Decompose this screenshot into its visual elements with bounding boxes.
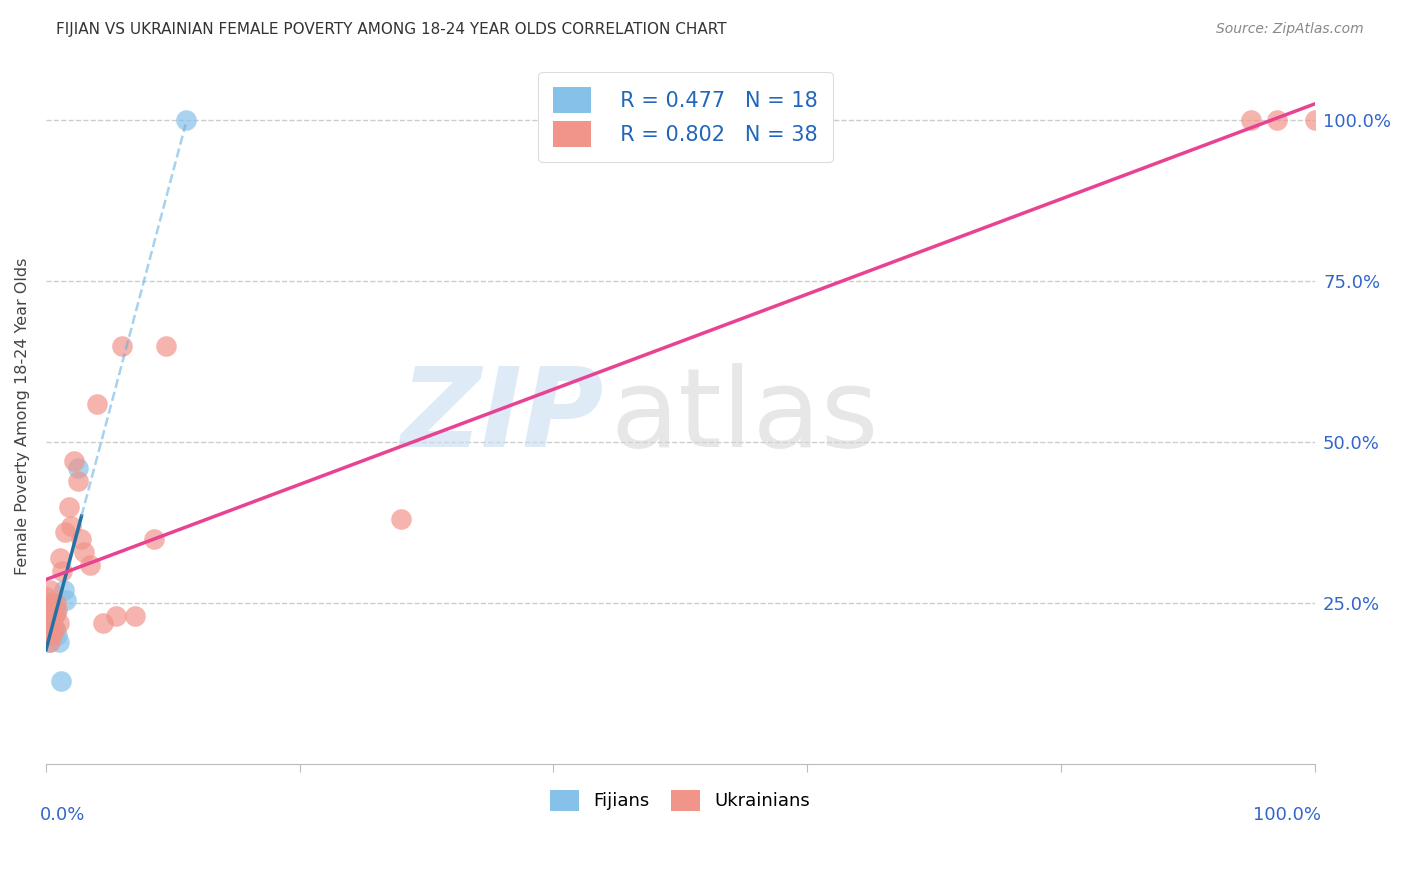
Point xyxy=(41,628,63,642)
Point xyxy=(124,609,146,624)
Point xyxy=(1240,113,1263,128)
Point xyxy=(35,602,58,616)
Point xyxy=(42,609,65,624)
Point xyxy=(63,454,86,468)
Point xyxy=(51,673,73,688)
Point xyxy=(91,615,114,630)
Point xyxy=(39,615,62,630)
Point xyxy=(38,609,60,624)
Point xyxy=(38,583,60,598)
Point xyxy=(38,622,60,636)
Legend: Fijians, Ukrainians: Fijians, Ukrainians xyxy=(543,782,818,818)
Y-axis label: Female Poverty Among 18-24 Year Olds: Female Poverty Among 18-24 Year Olds xyxy=(15,258,30,575)
Point xyxy=(174,113,197,128)
Point xyxy=(49,551,72,566)
Point xyxy=(48,615,70,630)
Point xyxy=(389,512,412,526)
Point xyxy=(45,596,67,610)
Text: atlas: atlas xyxy=(610,363,879,470)
Point xyxy=(66,474,89,488)
Point xyxy=(38,596,60,610)
Point xyxy=(39,615,62,630)
Text: 0.0%: 0.0% xyxy=(39,806,84,824)
Point xyxy=(58,500,80,514)
Point xyxy=(155,338,177,352)
Text: ZIP: ZIP xyxy=(401,363,605,470)
Point xyxy=(37,609,59,624)
Point xyxy=(46,602,69,616)
Point xyxy=(79,558,101,572)
Point xyxy=(44,622,66,636)
Point xyxy=(41,596,63,610)
Text: Source: ZipAtlas.com: Source: ZipAtlas.com xyxy=(1216,22,1364,37)
Point xyxy=(42,602,65,616)
Point xyxy=(111,338,134,352)
Point xyxy=(35,602,58,616)
Point xyxy=(38,635,60,649)
Point xyxy=(38,635,60,649)
Point xyxy=(53,525,76,540)
Point xyxy=(1303,113,1326,128)
Point xyxy=(52,583,75,598)
Point xyxy=(60,519,83,533)
Text: FIJIAN VS UKRAINIAN FEMALE POVERTY AMONG 18-24 YEAR OLDS CORRELATION CHART: FIJIAN VS UKRAINIAN FEMALE POVERTY AMONG… xyxy=(56,22,727,37)
Point xyxy=(51,564,73,578)
Point xyxy=(46,628,69,642)
Point xyxy=(55,593,77,607)
Point xyxy=(1265,113,1288,128)
Point xyxy=(39,602,62,616)
Point xyxy=(104,609,127,624)
Point xyxy=(35,615,58,630)
Point xyxy=(45,606,67,620)
Text: 100.0%: 100.0% xyxy=(1253,806,1322,824)
Point xyxy=(73,544,96,558)
Point xyxy=(66,461,89,475)
Point xyxy=(38,622,60,636)
Point xyxy=(70,532,93,546)
Point xyxy=(48,635,70,649)
Point xyxy=(44,622,66,636)
Point xyxy=(38,628,60,642)
Point xyxy=(37,628,59,642)
Point xyxy=(35,590,58,604)
Point xyxy=(86,396,108,410)
Point xyxy=(142,532,165,546)
Point xyxy=(35,615,58,630)
